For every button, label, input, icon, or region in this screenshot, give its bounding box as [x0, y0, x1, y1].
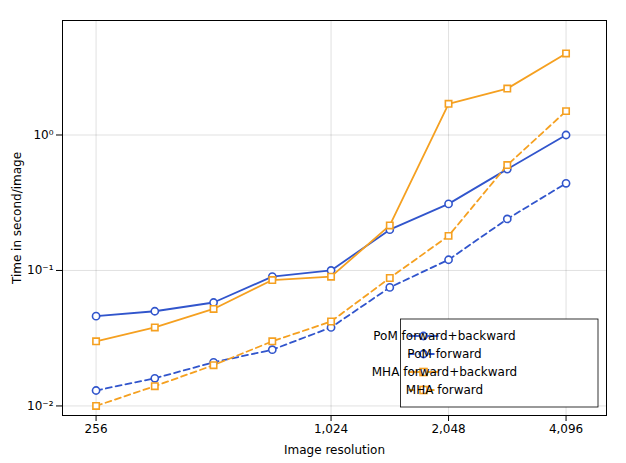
svg-text:10⁰: 10⁰	[33, 128, 53, 142]
svg-text:Image resolution: Image resolution	[284, 443, 385, 457]
svg-text:1,024: 1,024	[314, 422, 348, 436]
svg-text:MHA forward+backward: MHA forward+backward	[372, 365, 518, 379]
svg-text:Time in second/image: Time in second/image	[10, 152, 24, 285]
svg-text:10⁻¹: 10⁻¹	[27, 263, 54, 277]
svg-text:4,096: 4,096	[549, 422, 583, 436]
svg-text:PoM forward: PoM forward	[407, 347, 481, 361]
svg-text:2,048: 2,048	[431, 422, 465, 436]
svg-text:MHA forward: MHA forward	[406, 383, 483, 397]
svg-text:PoM forward+backward: PoM forward+backward	[373, 329, 515, 343]
svg-text:10⁻²: 10⁻²	[27, 399, 54, 413]
svg-text:256: 256	[85, 422, 108, 436]
